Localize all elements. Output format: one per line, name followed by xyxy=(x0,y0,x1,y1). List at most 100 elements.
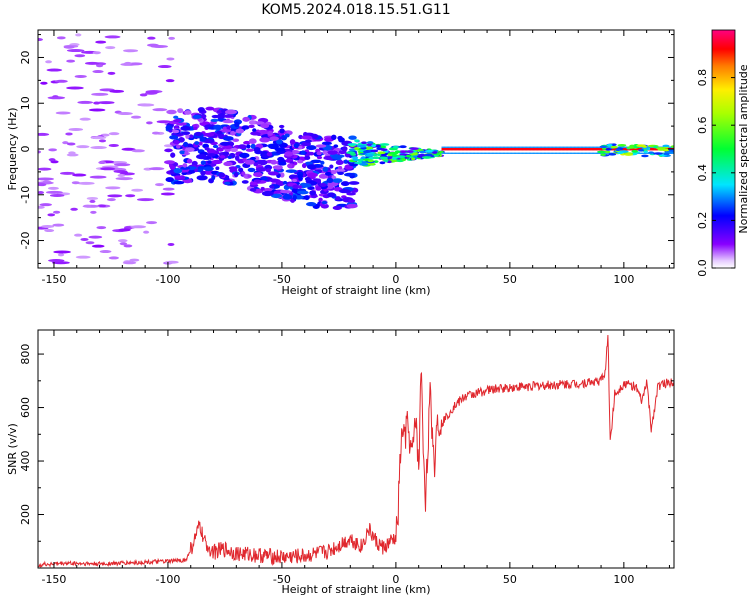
heatmap-cell xyxy=(489,147,492,151)
spectrogram-y-tick-label: -20 xyxy=(19,232,32,250)
heatmap-cell xyxy=(518,152,521,154)
heatmap-cell xyxy=(563,147,566,151)
heatmap-cell xyxy=(533,146,536,148)
heatmap-cell xyxy=(379,143,390,146)
snr-y-tick-label: 800 xyxy=(19,344,32,365)
heatmap-cell xyxy=(611,147,614,151)
heatmap-cell xyxy=(315,144,327,148)
heatmap-cell xyxy=(556,146,559,148)
heatmap-cell xyxy=(477,152,480,154)
heatmap-cell xyxy=(496,146,499,148)
heatmap-cell xyxy=(649,147,652,151)
heatmap-cell xyxy=(222,119,234,124)
heatmap-cell xyxy=(260,176,268,181)
heatmap-cell xyxy=(147,36,156,40)
heatmap-cell xyxy=(96,226,107,230)
heatmap-cell xyxy=(550,152,553,154)
heatmap-cell xyxy=(156,120,172,124)
heatmap-cell xyxy=(97,101,115,105)
heatmap-cell xyxy=(583,147,586,151)
heatmap-cell xyxy=(478,147,481,151)
heatmap-cell xyxy=(267,130,274,136)
heatmap-cell xyxy=(552,146,555,148)
heatmap-cell xyxy=(206,153,216,157)
heatmap-cell xyxy=(653,145,658,149)
heatmap-cell xyxy=(92,51,101,55)
heatmap-cell xyxy=(589,152,592,154)
heatmap-cell xyxy=(670,145,674,148)
heatmap-cell xyxy=(306,145,317,151)
heatmap-cell xyxy=(210,118,219,123)
heatmap-cell xyxy=(441,147,444,151)
heatmap-cell xyxy=(527,146,530,148)
heatmap-cell xyxy=(512,147,515,151)
heatmap-cell xyxy=(624,153,634,156)
heatmap-cell xyxy=(52,223,65,227)
heatmap-cell xyxy=(634,147,637,151)
heatmap-cell xyxy=(38,205,45,209)
heatmap-cell xyxy=(319,183,327,187)
heatmap-cell xyxy=(472,147,475,151)
heatmap-cell xyxy=(604,152,607,154)
heatmap-cell xyxy=(579,147,582,151)
heatmap-cell xyxy=(535,147,538,151)
heatmap-cell xyxy=(361,156,366,160)
heatmap-cell xyxy=(591,147,594,151)
heatmap-cell xyxy=(570,152,573,154)
heatmap-cell xyxy=(486,152,489,154)
heatmap-cell xyxy=(238,144,247,150)
heatmap-cell xyxy=(155,183,164,187)
heatmap-cell xyxy=(638,152,641,154)
heatmap-cell xyxy=(139,103,155,107)
heatmap-cell xyxy=(446,147,449,151)
heatmap-cell xyxy=(642,152,645,154)
heatmap-cell xyxy=(136,198,154,202)
heatmap-cell xyxy=(597,147,600,151)
heatmap-cell xyxy=(405,154,411,158)
spectrogram-x-tick-label: 50 xyxy=(503,273,517,286)
heatmap-cell xyxy=(575,152,578,154)
heatmap-cell xyxy=(494,147,497,151)
heatmap-cell xyxy=(459,147,462,151)
heatmap-cell xyxy=(265,168,272,173)
snr-y-label: SNR (v/v) xyxy=(6,423,19,475)
heatmap-cell xyxy=(580,147,583,151)
heatmap-cell xyxy=(249,156,257,161)
spectrogram-x-tick-label: -150 xyxy=(41,273,66,286)
heatmap-cell xyxy=(593,147,596,151)
heatmap-cell xyxy=(527,147,530,151)
heatmap-cell xyxy=(597,146,600,148)
heatmap-cell xyxy=(364,146,374,150)
heatmap-cell xyxy=(166,109,177,115)
heatmap-cell xyxy=(583,146,586,148)
heatmap-cell xyxy=(304,176,311,182)
heatmap-cell xyxy=(638,147,641,151)
heatmap-cell xyxy=(509,147,512,151)
heatmap-cell xyxy=(169,135,179,140)
heatmap-cell xyxy=(460,152,463,154)
heatmap-cell xyxy=(586,152,589,154)
heatmap-cell xyxy=(582,147,585,151)
heatmap-cell xyxy=(559,146,562,148)
heatmap-cell xyxy=(68,151,76,155)
heatmap-cell xyxy=(278,124,285,129)
heatmap-cell xyxy=(467,146,470,148)
heatmap-cell xyxy=(341,146,348,152)
heatmap-cell xyxy=(522,146,525,148)
heatmap-cell xyxy=(98,161,107,165)
heatmap-cell xyxy=(359,162,369,166)
heatmap-cell xyxy=(518,146,521,148)
heatmap-cell xyxy=(598,147,601,151)
snr-x-label: Height of straight line (km) xyxy=(281,583,430,596)
heatmap-cell xyxy=(628,147,631,151)
heatmap-cell xyxy=(526,152,529,154)
heatmap-cell xyxy=(553,146,556,148)
heatmap-cell xyxy=(184,147,195,152)
heatmap-cell xyxy=(468,146,471,148)
heatmap-cell xyxy=(115,177,133,181)
chart-title: KOM5.2024.018.15.51.G11 xyxy=(261,2,450,18)
heatmap-cell xyxy=(643,152,646,154)
heatmap-cell xyxy=(503,152,506,154)
heatmap-cell xyxy=(531,147,534,151)
